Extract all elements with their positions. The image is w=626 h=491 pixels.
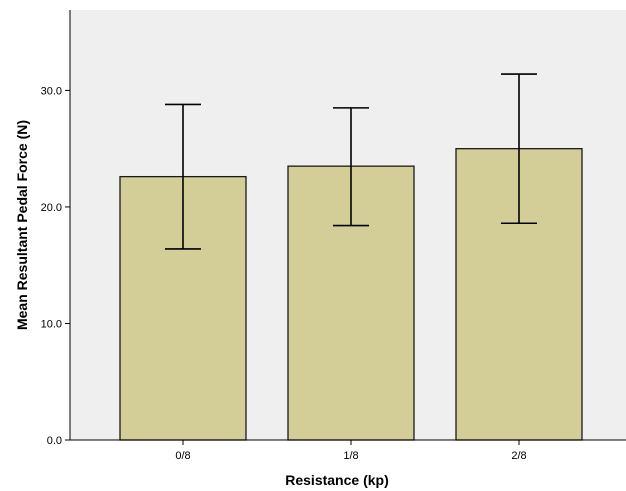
x-axis-title: Resistance (kp) <box>285 472 388 488</box>
y-axis-title: Mean Resultant Pedal Force (N) <box>14 120 30 330</box>
y-tick-label: 10.0 <box>41 318 62 330</box>
error-bars-layer <box>165 73 537 250</box>
error-bar-0-8 <box>165 103 201 250</box>
bars-layer <box>119 148 583 441</box>
y-tick-label: 0.0 <box>47 435 62 447</box>
x-ticks-layer: 0/8 1/8 2/8 <box>175 440 527 462</box>
x-tick-label: 0/8 <box>175 450 190 462</box>
y-ticks-layer: 0.0 10.0 20.0 30.0 <box>41 85 70 447</box>
error-bar-1-8 <box>333 107 369 227</box>
y-tick-label: 20.0 <box>41 202 62 214</box>
y-tick-label: 30.0 <box>41 85 62 97</box>
x-tick-label: 1/8 <box>343 450 358 462</box>
error-bar-2-8 <box>501 73 537 225</box>
x-tick-label: 2/8 <box>511 450 526 462</box>
